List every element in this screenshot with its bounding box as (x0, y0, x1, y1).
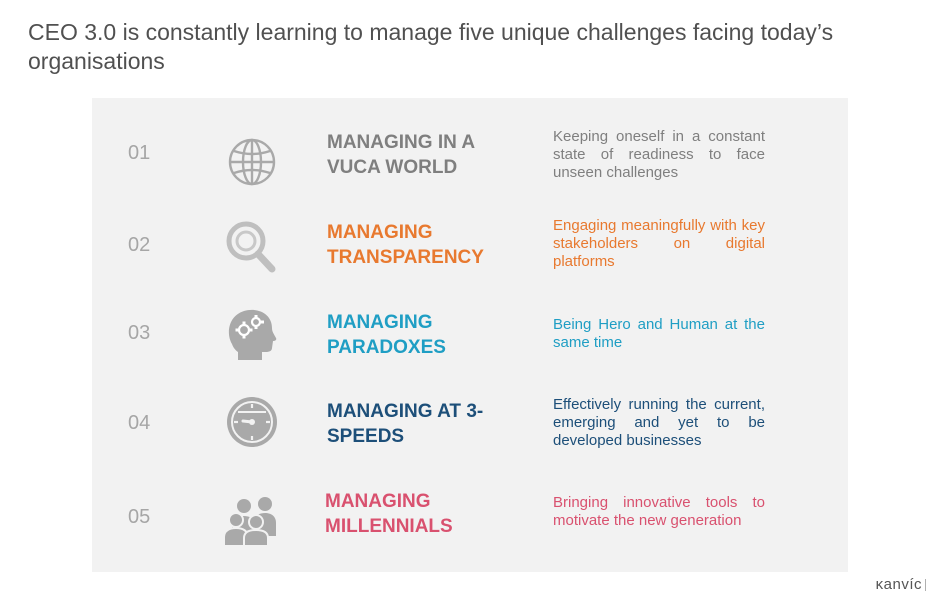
challenge-number: 04 (128, 412, 151, 434)
challenge-description: Engaging meaningfully with key stakehold… (553, 217, 765, 270)
challenge-heading: MANAGING MILLENNIALS (325, 491, 453, 537)
page-title: CEO 3.0 is constantly learning to manage… (28, 19, 834, 74)
challenge-heading: MANAGING TRANSPARENCY (327, 222, 484, 268)
challenge-row: 03 MANAGING PARADOXES Be (92, 304, 848, 384)
challenge-row: 02 MANAGING TRANSPARENCY Engaging meanin… (92, 214, 848, 294)
logo-divider (925, 579, 926, 591)
people-group-icon (222, 490, 282, 550)
challenge-heading: MANAGING IN A VUCA WORLD (327, 132, 475, 178)
challenge-row: 01 MANAGING IN A VUCA WORLD Keeping ones… (92, 126, 848, 206)
challenge-heading: MANAGING AT 3-SPEEDS (327, 401, 484, 447)
magnifier-icon (222, 216, 282, 276)
challenge-description: Keeping oneself in a constant state of r… (553, 128, 765, 181)
challenge-description: Effectively running the current, emergin… (553, 396, 765, 449)
company-logo: κanvíc (875, 576, 922, 593)
challenges-panel: 01 MANAGING IN A VUCA WORLD Keeping ones… (92, 98, 848, 572)
challenge-row: 05 MANAGING MILLENNIALS Bringing innovat… (92, 484, 848, 564)
challenge-description: Bringing innovative tools to motivate th… (553, 494, 765, 529)
challenge-description: Being Hero and Human at the same time (553, 316, 765, 351)
challenge-number: 01 (128, 142, 151, 164)
globe-icon (222, 132, 282, 192)
speedometer-icon (222, 392, 282, 452)
challenge-row: 04 MANAGING AT 3-SPEEDS Effectively runn… (92, 394, 848, 474)
challenge-number: 05 (128, 506, 151, 528)
head-gears-icon (222, 304, 282, 364)
challenge-number: 03 (128, 322, 151, 344)
challenge-number: 02 (128, 234, 151, 256)
challenge-heading: MANAGING PARADOXES (327, 312, 446, 358)
